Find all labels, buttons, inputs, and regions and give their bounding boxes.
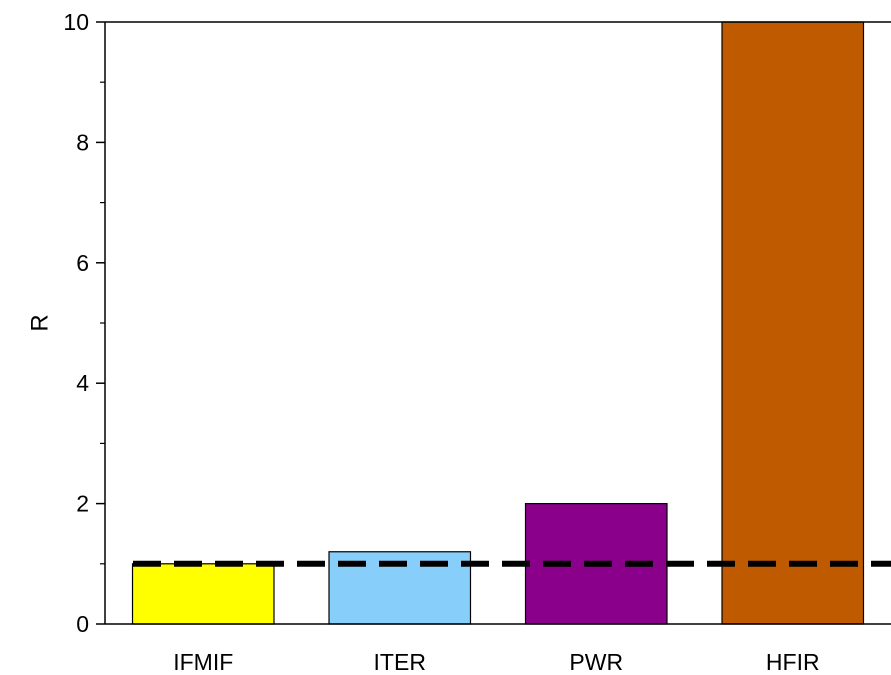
axes-group: [96, 21, 891, 625]
x-tick-label-ifmif: IFMIF: [173, 649, 233, 675]
x-tick-label-iter: ITER: [374, 649, 426, 675]
bar-hfir: [721, 21, 865, 625]
y-axis-title: R: [27, 314, 54, 331]
y-tick-label-4: 4: [76, 370, 89, 396]
bar-ifmif: [131, 563, 275, 625]
y-tick-label-8: 8: [76, 129, 89, 155]
x-tick-label-hfir: HFIR: [766, 649, 820, 675]
labels-group: IFMIF ITER PWR HFIR 0 2 4 6 8 10: [63, 9, 819, 675]
x-tick-label-pwr: PWR: [569, 649, 623, 675]
y-tick-label-0: 0: [76, 611, 89, 637]
bars-group: [131, 21, 865, 625]
y-tick-label-2: 2: [76, 491, 89, 517]
y-tick-label-6: 6: [76, 250, 89, 276]
y-tick-label-10: 10: [63, 9, 89, 35]
